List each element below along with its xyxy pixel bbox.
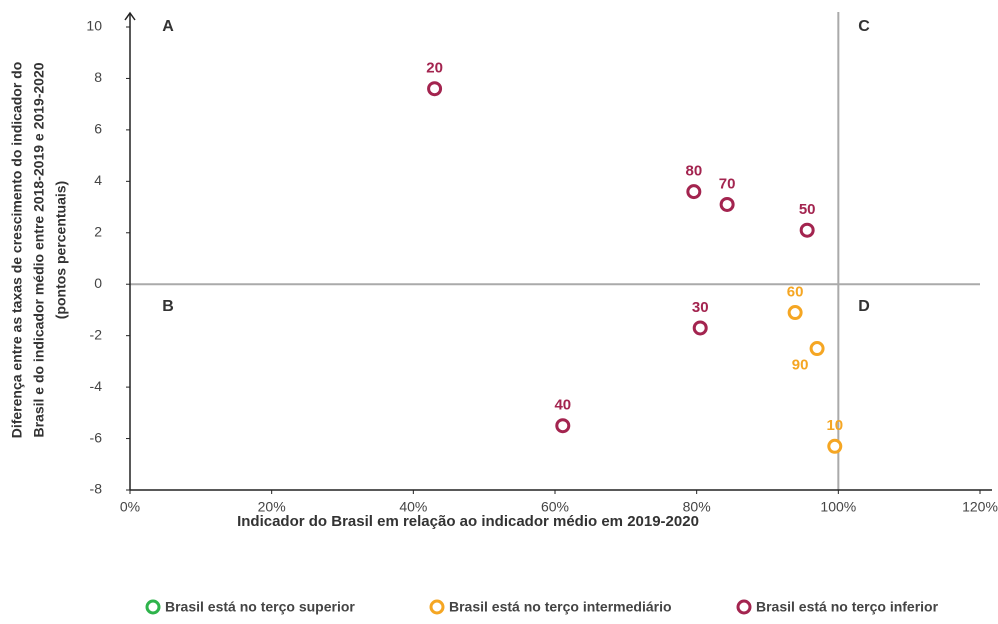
point-label: 30	[692, 299, 709, 316]
y-tick-label: -6	[90, 429, 103, 445]
x-tick-label: 60%	[541, 499, 569, 515]
point	[809, 341, 825, 357]
y-tick-label: -8	[90, 481, 103, 497]
point-label: 50	[799, 201, 816, 218]
point-label: 70	[719, 175, 736, 192]
legend-marker	[145, 599, 161, 615]
legend-marker	[429, 599, 445, 615]
y-tick-label: -2	[90, 326, 103, 342]
point	[555, 418, 571, 434]
quadrant-label: C	[858, 18, 870, 35]
point-label: 10	[826, 417, 843, 434]
point	[427, 81, 443, 97]
y-axis-title: Diferença entre as taxas de crescimento …	[9, 62, 25, 439]
point-label: 40	[554, 397, 571, 414]
point	[827, 438, 843, 454]
point-label: 80	[685, 163, 702, 180]
y-tick-label: 8	[94, 69, 102, 85]
quadrant-label: A	[162, 18, 174, 35]
x-tick-label: 20%	[258, 499, 286, 515]
y-tick-label: 6	[94, 121, 102, 137]
legend-label: Brasil está no terço intermediário	[449, 599, 672, 615]
legend-label: Brasil está no terço inferior	[756, 599, 939, 615]
point	[787, 305, 803, 321]
y-axis-arrow	[124, 11, 136, 21]
x-tick-label: 120%	[962, 499, 998, 515]
legend-label: Brasil está no terço superior	[165, 599, 355, 615]
x-tick-label: 80%	[683, 499, 711, 515]
y-tick-label: -4	[90, 378, 103, 394]
point	[692, 320, 708, 336]
point-label: 20	[426, 60, 443, 77]
y-tick-label: 10	[86, 18, 102, 34]
point-label: 90	[792, 356, 809, 373]
x-axis-title: Indicador do Brasil em relação ao indica…	[237, 513, 699, 530]
y-axis-title: Brasil e do indicador médio entre 2018-2…	[31, 62, 47, 437]
quadrant-label: B	[162, 298, 174, 315]
point	[799, 222, 815, 238]
x-tick-label: 40%	[399, 499, 427, 515]
x-tick-label: 100%	[820, 499, 856, 515]
y-tick-label: 0	[94, 275, 102, 291]
point	[719, 196, 735, 212]
y-tick-label: 4	[94, 172, 102, 188]
y-axis-title: (pontos percentuais)	[53, 181, 69, 319]
y-tick-label: 2	[94, 223, 102, 239]
point-label: 60	[787, 283, 804, 300]
quadrant-label: D	[858, 298, 870, 315]
point	[686, 184, 702, 200]
legend-marker	[736, 599, 752, 615]
x-tick-label: 0%	[120, 499, 140, 515]
